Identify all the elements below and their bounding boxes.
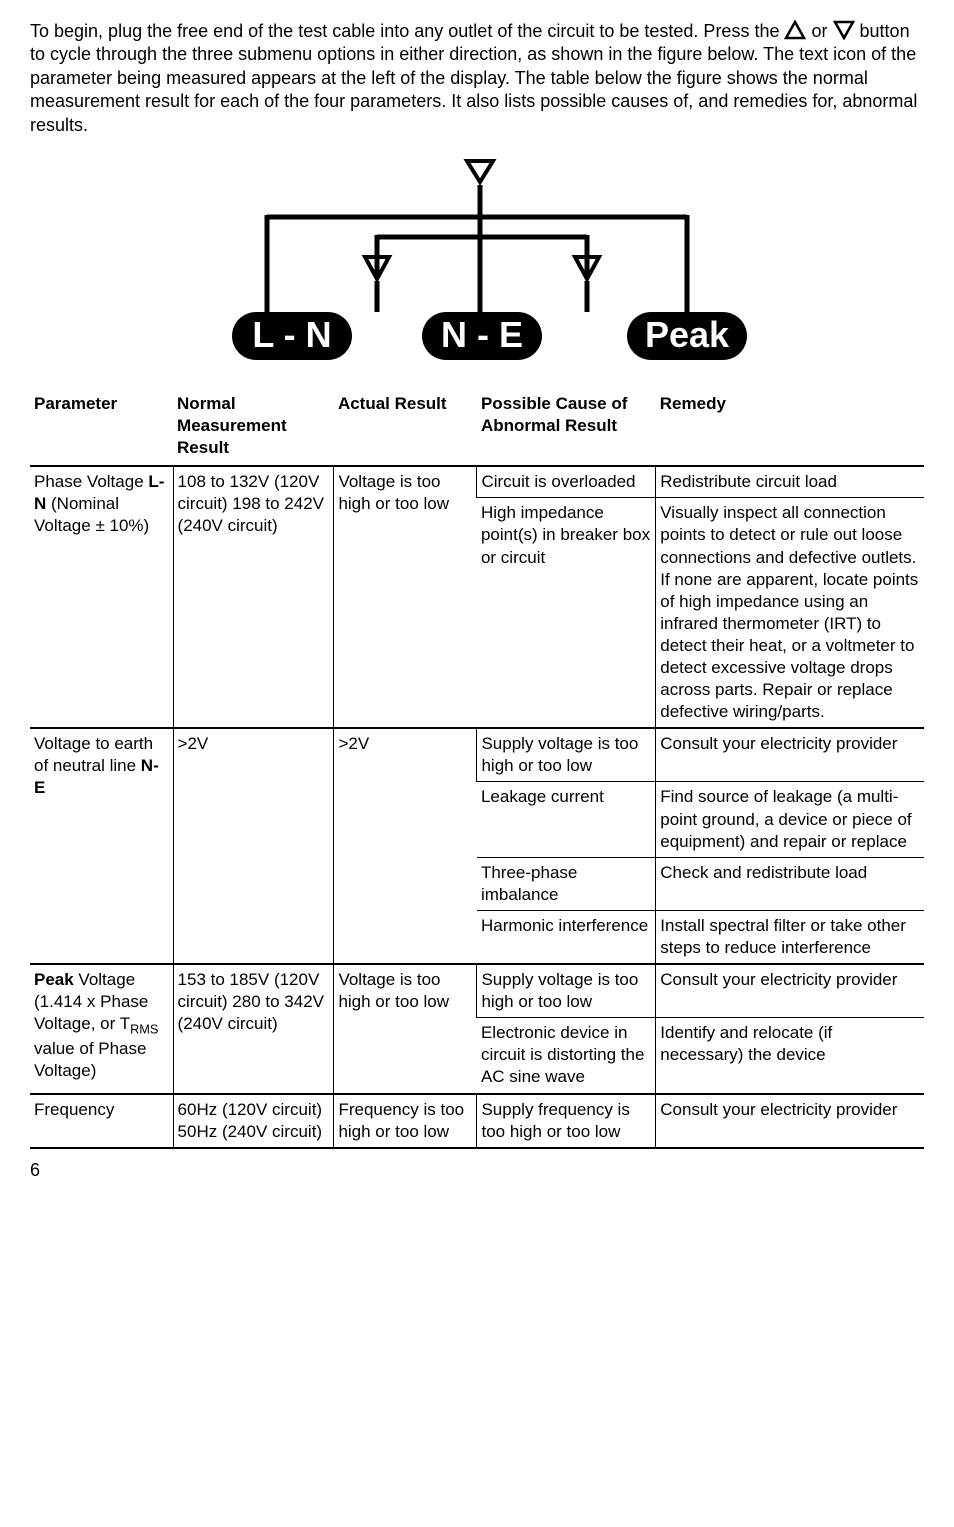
triangle-down-icon [833, 20, 855, 40]
svg-text:Peak: Peak [645, 314, 730, 355]
page-number: 6 [30, 1159, 924, 1182]
table-row: Peak Voltage (1.414 x Phase Voltage, or … [30, 964, 924, 1018]
cell-parameter: Peak Voltage (1.414 x Phase Voltage, or … [30, 964, 173, 1093]
parameter-table: Parameter Normal Measurement Result Actu… [30, 387, 924, 1149]
header-remedy: Remedy [656, 387, 924, 466]
cell-actual: >2V [334, 728, 477, 964]
cell-remedy: Consult your electricity provider [656, 964, 924, 1018]
header-normal: Normal Measurement Result [173, 387, 334, 466]
svg-text:N - E: N - E [441, 314, 523, 355]
cell-cause: Supply frequency is too high or too low [477, 1094, 656, 1148]
cell-remedy: Install spectral filter or take other st… [656, 910, 924, 964]
cell-remedy: Redistribute circuit load [656, 466, 924, 498]
cell-normal: 60Hz (120V circuit) 50Hz (240V circuit) [173, 1094, 334, 1148]
cell-remedy: Consult your electricity provider [656, 728, 924, 782]
cell-actual: Voltage is too high or too low [334, 466, 477, 728]
cell-parameter: Phase Voltage L-N (Nominal Voltage ± 10%… [30, 466, 173, 728]
cell-normal: 153 to 185V (120V circuit) 280 to 342V (… [173, 964, 334, 1093]
cell-cause: Supply voltage is too high or too low [477, 964, 656, 1018]
cell-cause: Harmonic interference [477, 910, 656, 964]
header-parameter: Parameter [30, 387, 173, 466]
cell-remedy: Identify and relocate (if necessary) the… [656, 1018, 924, 1094]
table-row: Phase Voltage L-N (Nominal Voltage ± 10%… [30, 466, 924, 498]
pill-peak: Peak [627, 312, 747, 360]
cell-cause: Leakage current [477, 782, 656, 857]
cell-remedy: Find source of leakage (a multi-point gr… [656, 782, 924, 857]
intro-mid: or [812, 21, 833, 41]
menu-diagram: L - N N - E Peak [30, 157, 924, 367]
cell-remedy: Visually inspect all connection points t… [656, 498, 924, 728]
pill-l-n: L - N [232, 312, 352, 360]
cell-parameter: Frequency [30, 1094, 173, 1148]
triangle-up-icon [784, 20, 806, 40]
cell-cause: High impedance point(s) in breaker box o… [477, 498, 656, 728]
cell-actual: Voltage is too high or too low [334, 964, 477, 1093]
cell-cause: Supply voltage is too high or too low [477, 728, 656, 782]
table-header-row: Parameter Normal Measurement Result Actu… [30, 387, 924, 466]
intro-pre: To begin, plug the free end of the test … [30, 21, 784, 41]
pill-n-e: N - E [422, 312, 542, 360]
cell-parameter: Voltage to earth of neutral line N-E [30, 728, 173, 964]
header-actual: Actual Result [334, 387, 477, 466]
cell-cause: Circuit is overloaded [477, 466, 656, 498]
table-row: Frequency 60Hz (120V circuit) 50Hz (240V… [30, 1094, 924, 1148]
cell-cause: Three-phase imbalance [477, 857, 656, 910]
cell-normal: >2V [173, 728, 334, 964]
svg-text:L - N: L - N [252, 314, 331, 355]
intro-paragraph: To begin, plug the free end of the test … [30, 20, 924, 137]
cell-remedy: Check and redistribute load [656, 857, 924, 910]
cell-remedy: Consult your electricity provider [656, 1094, 924, 1148]
cell-actual: Frequency is too high or too low [334, 1094, 477, 1148]
cell-cause: Electronic device in circuit is distorti… [477, 1018, 656, 1094]
table-row: Voltage to earth of neutral line N-E >2V… [30, 728, 924, 782]
cell-normal: 108 to 132V (120V circuit) 198 to 242V (… [173, 466, 334, 728]
header-cause: Possible Cause of Abnormal Result [477, 387, 656, 466]
